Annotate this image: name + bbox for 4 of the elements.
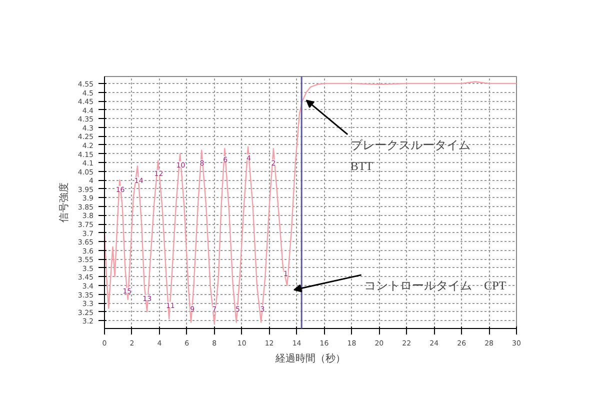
y-axis-title: 信号強度 — [58, 182, 70, 222]
annotation: コントロールタイム CPT — [364, 278, 507, 292]
x-axis-title: 経過時間（秒） — [274, 352, 346, 364]
annotation: ブレークスルータイム BTT — [350, 138, 470, 173]
